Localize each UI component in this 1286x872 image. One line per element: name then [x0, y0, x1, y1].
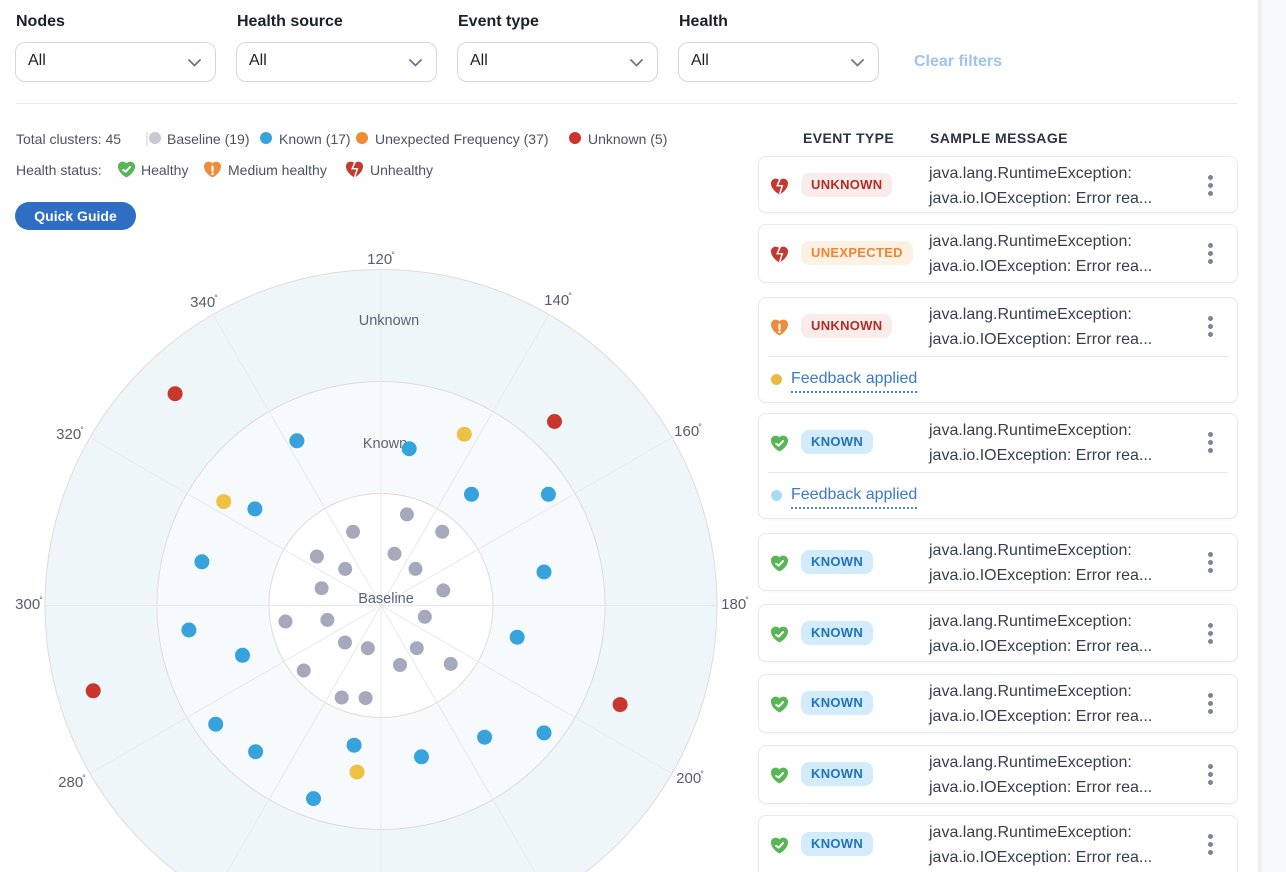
svg-text:140°: 140°	[544, 291, 572, 309]
svg-text:Unknown: Unknown	[359, 313, 419, 329]
svg-text:Known: Known	[363, 436, 407, 452]
svg-text:200°: 200°	[676, 769, 704, 787]
svg-text:120°: 120°	[367, 250, 395, 268]
svg-text:280°: 280°	[58, 773, 86, 791]
svg-text:180°: 180°	[721, 595, 749, 613]
svg-text:320°: 320°	[56, 425, 84, 443]
svg-text:340°: 340°	[190, 293, 218, 311]
svg-text:160°: 160°	[674, 422, 702, 440]
svg-text:300°: 300°	[15, 595, 43, 613]
svg-text:Baseline: Baseline	[358, 591, 414, 607]
